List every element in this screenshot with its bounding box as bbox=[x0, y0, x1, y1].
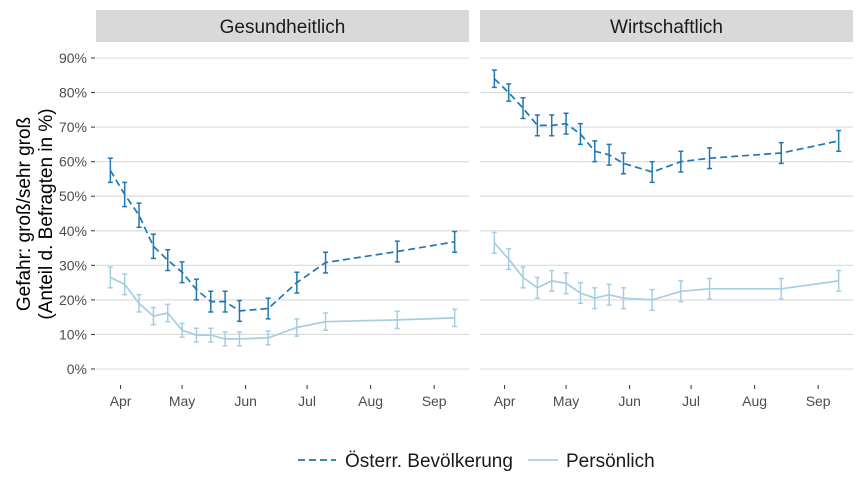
error-bar bbox=[107, 266, 113, 289]
error-bar bbox=[236, 331, 242, 347]
x-tick-label: Aug bbox=[358, 393, 383, 409]
panel-title: Gesundheitlich bbox=[220, 17, 346, 38]
y-tick-label: 80% bbox=[59, 85, 87, 101]
error-bar bbox=[549, 269, 555, 292]
error-bar bbox=[836, 269, 842, 292]
error-bar bbox=[122, 273, 128, 296]
error-bar bbox=[778, 277, 784, 300]
x-tick-label: Jun bbox=[234, 393, 257, 409]
error-bar bbox=[778, 141, 784, 165]
error-bar bbox=[136, 293, 142, 313]
error-bar bbox=[265, 297, 271, 320]
panel-1: Wirtschaftlich Apr May Jun Jul Aug Sep bbox=[480, 10, 853, 409]
error-bar bbox=[193, 327, 199, 343]
x-tick-label: Apr bbox=[494, 393, 516, 409]
error-bar bbox=[452, 308, 458, 328]
legend: Österr. Bevölkerung Persönlich bbox=[298, 451, 655, 472]
error-bar bbox=[179, 322, 185, 338]
error-bar bbox=[236, 299, 242, 323]
error-bar bbox=[491, 69, 497, 89]
y-tick-label: 0% bbox=[67, 361, 87, 377]
error-bar bbox=[122, 181, 128, 208]
error-bar bbox=[520, 96, 526, 120]
error-bar bbox=[563, 272, 569, 295]
error-bar bbox=[563, 112, 569, 135]
error-bar bbox=[294, 318, 300, 337]
y-tick-label: 70% bbox=[59, 119, 87, 135]
error-bar bbox=[165, 249, 171, 272]
error-bar bbox=[193, 278, 199, 301]
error-bar bbox=[136, 202, 142, 229]
error-bar bbox=[707, 147, 713, 170]
error-bar bbox=[165, 303, 171, 323]
error-bar bbox=[222, 331, 228, 347]
x-tick-label: Sep bbox=[422, 393, 447, 409]
error-bar bbox=[294, 271, 300, 294]
error-bar bbox=[150, 306, 156, 326]
error-bar bbox=[452, 230, 458, 253]
y-tick-label: 20% bbox=[59, 292, 87, 308]
panels: Gesundheitlich 0% 10% 20% 30% 40% 50% 60% 70% 80%… bbox=[59, 10, 853, 409]
y-tick-label: 90% bbox=[59, 50, 87, 66]
error-bar bbox=[534, 114, 540, 137]
x-tick-label: May bbox=[553, 393, 579, 409]
y-axis-title-line-2: (Anteil d. Befragten in %) bbox=[36, 108, 57, 319]
x-tick-label: Jul bbox=[298, 393, 316, 409]
error-bar bbox=[707, 277, 713, 300]
x-tick-label: Aug bbox=[742, 393, 767, 409]
error-bar bbox=[150, 233, 156, 260]
legend-label-bevoelkerung: Österr. Bevölkerung bbox=[345, 451, 513, 472]
error-bar bbox=[620, 152, 626, 175]
series-line-persoenlich bbox=[109, 276, 455, 340]
series-line-bevoelkerung bbox=[109, 169, 455, 312]
error-bar bbox=[394, 240, 400, 263]
error-bar bbox=[534, 276, 540, 299]
series-line-persoenlich bbox=[493, 242, 839, 301]
error-bar bbox=[606, 283, 612, 306]
error-bar bbox=[620, 287, 626, 310]
y-tick-label: 30% bbox=[59, 257, 87, 273]
error-bar bbox=[549, 114, 555, 137]
panel-strip bbox=[96, 10, 469, 42]
panel-title: Wirtschaftlich bbox=[610, 17, 723, 38]
error-bar bbox=[394, 310, 400, 330]
y-tick-label: 60% bbox=[59, 154, 87, 170]
error-bar bbox=[678, 280, 684, 303]
error-bar bbox=[222, 290, 228, 313]
error-bar bbox=[208, 290, 214, 313]
error-bar bbox=[506, 247, 512, 271]
y-tick-label: 40% bbox=[59, 223, 87, 239]
y-tick-label: 50% bbox=[59, 188, 87, 204]
error-bar bbox=[323, 251, 329, 274]
panel-0: Gesundheitlich 0% 10% 20% 30% 40% 50% 60% 70% 80%… bbox=[59, 10, 469, 409]
y-axis-title: Gefahr: groß/sehr groß (Anteil d. Befrag… bbox=[14, 108, 57, 319]
error-bar bbox=[577, 122, 583, 146]
x-tick-label: May bbox=[169, 393, 195, 409]
error-bar bbox=[606, 143, 612, 166]
error-bar bbox=[506, 83, 512, 102]
y-tick-label: 10% bbox=[59, 326, 87, 342]
error-bar bbox=[592, 140, 598, 163]
error-bar bbox=[491, 231, 497, 254]
error-bar bbox=[520, 266, 526, 289]
x-tick-label: Apr bbox=[110, 393, 132, 409]
legend-label-persoenlich: Persönlich bbox=[566, 451, 655, 472]
x-tick-label: Jul bbox=[682, 393, 700, 409]
y-axis-title-line-1: Gefahr: groß/sehr groß bbox=[14, 117, 35, 311]
error-bar bbox=[208, 327, 214, 343]
x-tick-label: Jun bbox=[618, 393, 641, 409]
error-bar bbox=[577, 281, 583, 305]
error-bar bbox=[592, 287, 598, 310]
error-bar bbox=[836, 129, 842, 153]
error-bar bbox=[649, 160, 655, 184]
error-bar bbox=[265, 330, 271, 346]
panel-strip bbox=[480, 10, 853, 42]
error-bar bbox=[107, 157, 113, 184]
error-bar bbox=[179, 261, 185, 284]
error-bar bbox=[649, 288, 655, 312]
x-tick-label: Sep bbox=[806, 393, 831, 409]
error-bar bbox=[678, 150, 684, 173]
error-bar bbox=[323, 312, 329, 332]
